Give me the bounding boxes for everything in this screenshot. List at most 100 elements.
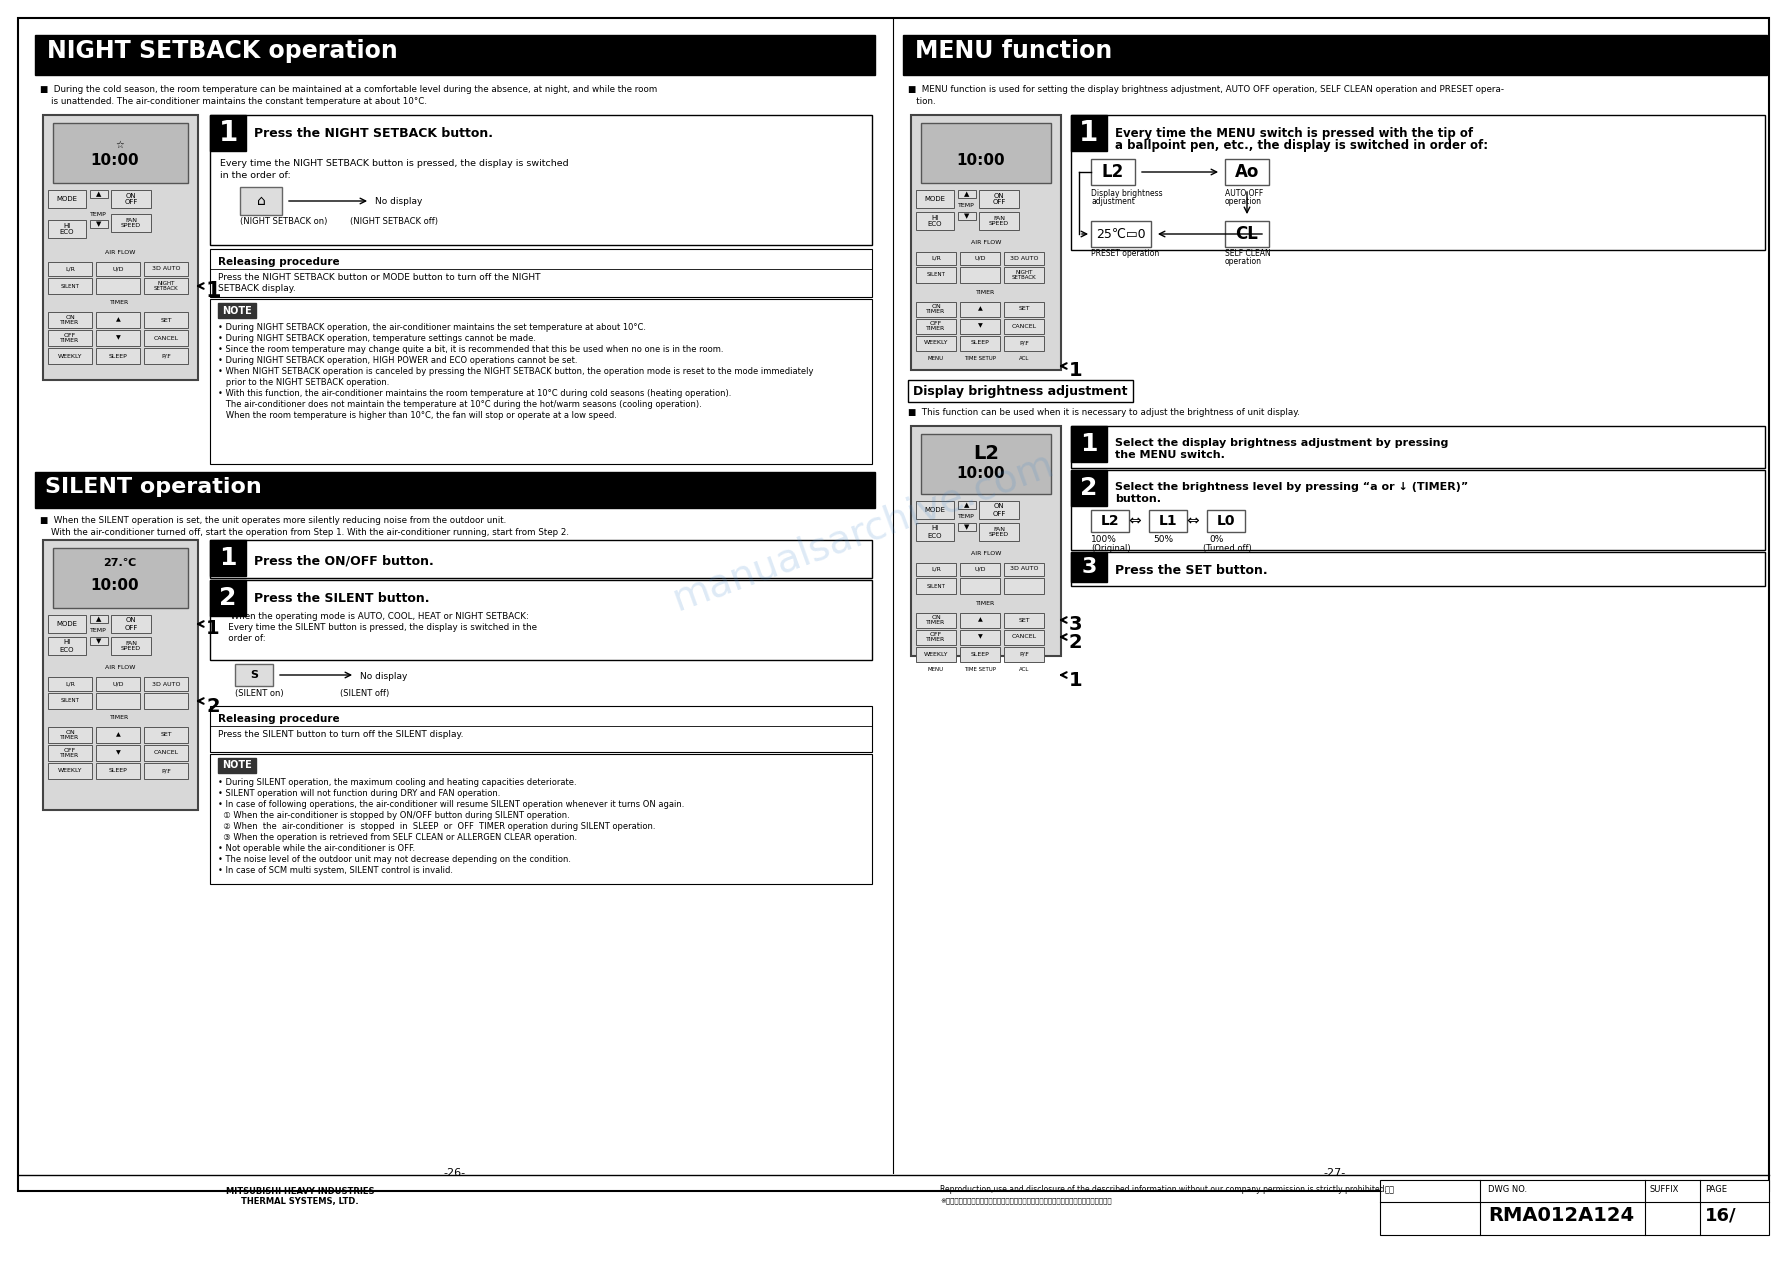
Bar	[96, 693, 139, 709]
Text: SLEEP: SLEEP	[109, 354, 127, 359]
Bar	[96, 727, 139, 743]
Bar	[1004, 647, 1044, 662]
Text: Press the NIGHT SETBACK button.: Press the NIGHT SETBACK button.	[254, 128, 493, 140]
Text: (NIGHT SETBACK on): (NIGHT SETBACK on)	[239, 217, 327, 226]
Text: 16/: 16/	[1705, 1206, 1737, 1224]
Text: L/R: L/R	[931, 567, 942, 571]
Text: L0: L0	[1217, 514, 1235, 528]
Bar	[145, 278, 188, 294]
Text: Every time the MENU switch is pressed with the tip of: Every time the MENU switch is pressed wi…	[1115, 128, 1472, 140]
Bar	[111, 615, 150, 633]
Text: ▼: ▼	[977, 323, 983, 328]
Bar	[979, 189, 1019, 208]
Bar	[211, 754, 872, 884]
Bar	[1070, 426, 1766, 469]
Text: MENU function: MENU function	[915, 39, 1112, 63]
Text: (SILENT off): (SILENT off)	[340, 690, 390, 698]
Bar	[917, 613, 956, 628]
Bar	[1070, 552, 1106, 582]
Bar	[96, 278, 139, 294]
Text: P/₣: P/₣	[161, 354, 172, 359]
Text: No display: No display	[359, 672, 407, 681]
Text: HI
ECO: HI ECO	[59, 639, 75, 653]
Text: SILENT: SILENT	[927, 584, 945, 589]
Text: 1: 1	[1081, 432, 1097, 456]
Text: MODE: MODE	[924, 506, 945, 513]
Bar	[111, 189, 150, 208]
Bar	[960, 266, 1001, 283]
Text: NOTE: NOTE	[222, 760, 252, 770]
Bar	[1380, 1180, 1769, 1235]
Text: L/R: L/R	[64, 266, 75, 272]
Bar	[1004, 253, 1044, 265]
Text: ON
OFF: ON OFF	[992, 192, 1006, 206]
Text: TIMER: TIMER	[111, 715, 130, 720]
Bar	[1004, 336, 1044, 351]
Text: WEEKLY: WEEKLY	[924, 652, 949, 657]
Text: FAN
SPEED: FAN SPEED	[988, 216, 1010, 226]
Bar	[1149, 510, 1187, 532]
Text: ③ When the operation is retrieved from SELF CLEAN or ALLERGEN CLEAR operation.: ③ When the operation is retrieved from S…	[218, 834, 577, 842]
Text: ACL: ACL	[1019, 667, 1029, 672]
Bar	[1004, 563, 1044, 576]
Text: 1: 1	[206, 619, 220, 639]
Text: TIME SETUP: TIME SETUP	[963, 356, 995, 361]
Text: • During SILENT operation, the maximum cooling and heating capacities deteriorat: • During SILENT operation, the maximum c…	[218, 778, 577, 787]
Bar	[960, 253, 1001, 265]
Text: Every time the NIGHT SETBACK button is pressed, the display is switched: Every time the NIGHT SETBACK button is p…	[220, 159, 568, 168]
Bar	[1092, 159, 1135, 184]
Text: P/₣: P/₣	[1019, 341, 1029, 346]
Text: ACL: ACL	[1019, 356, 1029, 361]
Text: ON
TIMER: ON TIMER	[61, 314, 80, 326]
Text: TEMP: TEMP	[958, 203, 974, 208]
Text: SLEEP: SLEEP	[109, 768, 127, 773]
Bar	[145, 330, 188, 346]
Bar	[1226, 159, 1269, 184]
Text: • Not operable while the air-conditioner is OFF.: • Not operable while the air-conditioner…	[218, 844, 415, 853]
Text: No display: No display	[375, 197, 422, 206]
Bar	[917, 320, 956, 333]
Bar	[211, 541, 872, 578]
Text: NIGHT
SETBACK: NIGHT SETBACK	[1011, 269, 1036, 280]
Bar	[236, 664, 273, 686]
Text: in the order of:: in the order of:	[220, 171, 291, 181]
Bar	[1004, 613, 1044, 628]
Text: SET: SET	[161, 733, 172, 738]
Text: The air-conditioner does not maintain the temperature at 10°C during the hot/war: The air-conditioner does not maintain th…	[218, 400, 702, 409]
Bar	[111, 213, 150, 232]
Text: 100%: 100%	[1092, 536, 1117, 544]
Bar	[48, 220, 86, 237]
Bar	[917, 630, 956, 645]
Text: • In case of SCM multi system, SILENT control is invalid.: • In case of SCM multi system, SILENT co…	[218, 866, 452, 875]
Text: ☆: ☆	[116, 140, 125, 150]
Text: TEMP: TEMP	[89, 211, 107, 216]
Text: (Turned off): (Turned off)	[1203, 544, 1251, 553]
Text: 0%: 0%	[1210, 536, 1224, 544]
Text: TEMP: TEMP	[89, 628, 107, 633]
Text: SLEEP: SLEEP	[970, 652, 990, 657]
Text: ※当社に無断で複写や譲渡、資料、使用または漏洩など記載情報の公開は一切禁じます。: ※当社に無断で複写や譲渡、資料、使用または漏洩など記載情報の公開は一切禁じます。	[940, 1197, 1112, 1204]
Bar	[239, 187, 282, 215]
Text: SILENT: SILENT	[61, 283, 79, 288]
Bar	[211, 249, 872, 297]
Bar	[43, 541, 198, 810]
Bar	[96, 349, 139, 364]
Text: 1: 1	[206, 280, 222, 301]
Text: Press the SILENT button.: Press the SILENT button.	[254, 592, 429, 605]
Bar	[96, 312, 139, 328]
Text: NOTE: NOTE	[222, 306, 252, 316]
Text: adjustment: adjustment	[1092, 197, 1135, 206]
Text: PAGE: PAGE	[1705, 1185, 1726, 1194]
Bar	[1070, 470, 1766, 549]
Bar	[145, 677, 188, 691]
Bar	[211, 299, 872, 464]
Text: • The noise level of the outdoor unit may not decrease depending on the conditio: • The noise level of the outdoor unit ma…	[218, 855, 572, 864]
Text: a ballpoint pen, etc., the display is switched in order of:: a ballpoint pen, etc., the display is sw…	[1115, 139, 1489, 152]
Bar	[48, 745, 91, 762]
Text: MODE: MODE	[924, 196, 945, 202]
Text: Display brightness: Display brightness	[1092, 189, 1163, 198]
Text: ▲: ▲	[977, 307, 983, 312]
Text: MENU: MENU	[927, 667, 944, 672]
Text: HI
ECO: HI ECO	[927, 215, 942, 227]
Text: ▲: ▲	[116, 317, 120, 322]
